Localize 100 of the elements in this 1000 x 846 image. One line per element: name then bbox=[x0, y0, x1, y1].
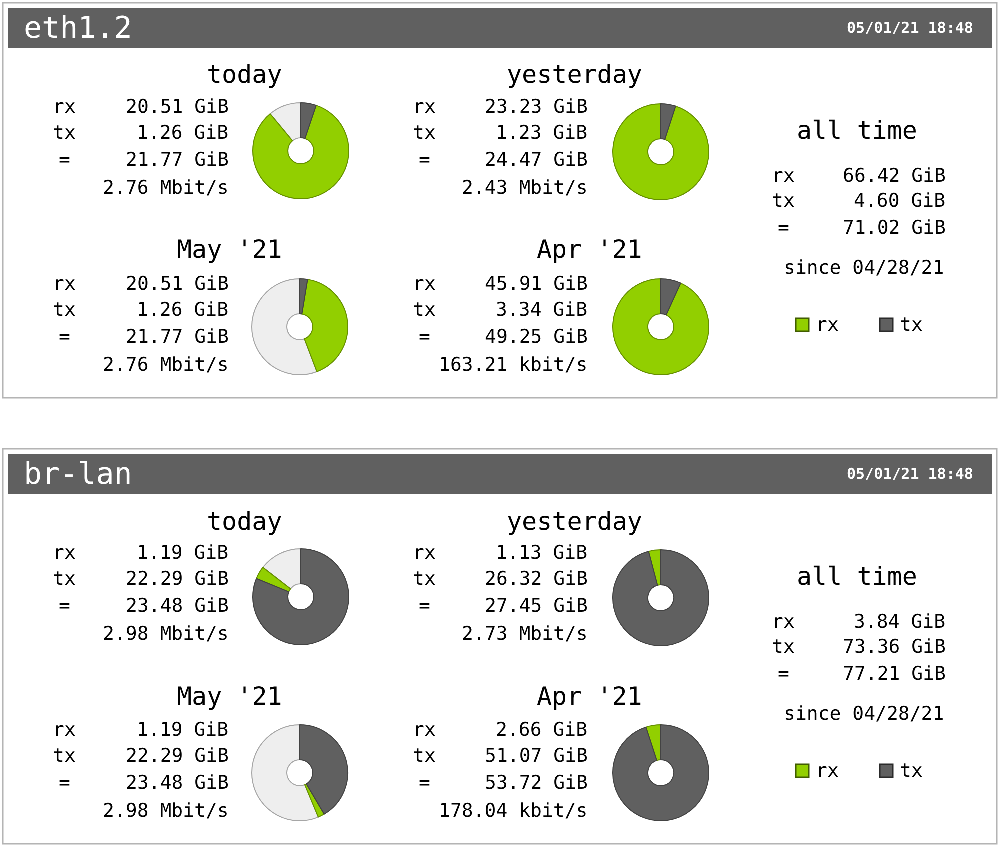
text: = bbox=[59, 595, 70, 617]
chart-title: Apr '21 bbox=[537, 682, 642, 711]
text: tx bbox=[413, 122, 436, 144]
text: 1.26 GiB bbox=[137, 122, 229, 144]
text: rx bbox=[772, 165, 795, 187]
text: rx bbox=[53, 96, 76, 118]
text: = bbox=[419, 326, 430, 348]
text: 21.77 GiB bbox=[126, 326, 229, 348]
text: tx bbox=[413, 299, 436, 321]
donut-slice bbox=[252, 278, 318, 376]
text: 22.29 GiB bbox=[126, 568, 229, 590]
text: = bbox=[778, 217, 790, 239]
text: = bbox=[59, 772, 70, 794]
text: = bbox=[419, 595, 430, 617]
legend-label: tx bbox=[900, 760, 923, 782]
text: 178.04 kbit/s bbox=[439, 800, 588, 822]
text: rx bbox=[53, 719, 76, 741]
text: 66.42 GiB bbox=[843, 165, 946, 187]
text: 1.23 GiB bbox=[496, 122, 588, 144]
text: 73.36 GiB bbox=[843, 636, 946, 658]
donut-slice bbox=[612, 278, 710, 376]
text: 163.21 kbit/s bbox=[439, 354, 588, 376]
text: 2.43 Mbit/s bbox=[462, 177, 588, 199]
chart-title: May '21 bbox=[177, 235, 282, 264]
chart-title: yesterday bbox=[507, 60, 642, 89]
text: 77.21 GiB bbox=[843, 663, 946, 685]
text: 21.77 GiB bbox=[126, 149, 229, 171]
text: 2.76 Mbit/s bbox=[103, 177, 229, 199]
text: 23.23 GiB bbox=[485, 96, 588, 118]
chart-title: yesterday bbox=[507, 507, 642, 536]
text: rx bbox=[413, 273, 436, 295]
text: 1.26 GiB bbox=[137, 299, 229, 321]
donut-slice bbox=[660, 278, 682, 316]
text: rx bbox=[413, 719, 436, 741]
legend-label: rx bbox=[816, 314, 839, 336]
text: 1.19 GiB bbox=[137, 542, 229, 564]
chart-title: May '21 bbox=[177, 682, 282, 711]
text: = bbox=[778, 663, 790, 685]
text: 23.48 GiB bbox=[126, 595, 229, 617]
text: tx bbox=[413, 568, 436, 590]
chart-title: today bbox=[207, 507, 282, 536]
text: tx bbox=[53, 568, 76, 590]
donut-slice bbox=[252, 548, 350, 646]
text: 23.48 GiB bbox=[126, 772, 229, 794]
donut-slice bbox=[252, 724, 320, 822]
text: 3.34 GiB bbox=[496, 299, 588, 321]
donut-slice bbox=[262, 548, 302, 590]
text: eth1.2 bbox=[24, 11, 132, 46]
text: 51.07 GiB bbox=[485, 745, 588, 767]
text: 1.19 GiB bbox=[137, 719, 229, 741]
donut-slice bbox=[612, 550, 710, 646]
text: 20.51 GiB bbox=[126, 96, 229, 118]
donut-slice bbox=[256, 567, 292, 593]
text: br-lan bbox=[24, 457, 132, 492]
text: 24.47 GiB bbox=[485, 149, 588, 171]
chart-title: Apr '21 bbox=[537, 235, 642, 264]
donut-slice bbox=[300, 278, 308, 315]
text: since 04/28/21 bbox=[784, 703, 944, 725]
text: rx bbox=[772, 611, 795, 633]
text: 3.84 GiB bbox=[854, 611, 946, 633]
text: rx bbox=[53, 273, 76, 295]
text: 2.98 Mbit/s bbox=[103, 800, 229, 822]
text: 49.25 GiB bbox=[485, 326, 588, 348]
text: since 04/28/21 bbox=[784, 257, 944, 279]
text: = bbox=[59, 326, 70, 348]
donut-slice bbox=[300, 724, 348, 815]
text: rx bbox=[413, 542, 436, 564]
text: 2.98 Mbit/s bbox=[103, 623, 229, 645]
donut-slice bbox=[300, 102, 317, 140]
text: 20.51 GiB bbox=[126, 273, 229, 295]
text: 45.91 GiB bbox=[485, 273, 588, 295]
text: tx bbox=[772, 190, 795, 212]
chart-title: today bbox=[207, 60, 282, 89]
text: 53.72 GiB bbox=[485, 772, 588, 794]
donut-slice bbox=[660, 104, 676, 140]
text: rx bbox=[53, 542, 76, 564]
text: tx bbox=[413, 745, 436, 767]
donut-slice bbox=[302, 279, 348, 372]
text: = bbox=[59, 149, 70, 171]
text: 2.73 Mbit/s bbox=[462, 623, 588, 645]
text: tx bbox=[53, 299, 76, 321]
donut-slice bbox=[612, 724, 710, 822]
text: tx bbox=[53, 122, 76, 144]
text: 26.32 GiB bbox=[485, 568, 588, 590]
text: 22.29 GiB bbox=[126, 745, 229, 767]
donut-slice bbox=[612, 104, 710, 200]
text: tx bbox=[772, 636, 795, 658]
text: 71.02 GiB bbox=[843, 217, 946, 239]
text: 2.66 GiB bbox=[496, 719, 588, 741]
text: rx bbox=[413, 96, 436, 118]
text: 05/01/21 18:48 bbox=[847, 19, 974, 37]
text: tx bbox=[53, 745, 76, 767]
text: all time bbox=[797, 562, 918, 591]
legend-label: rx bbox=[816, 760, 839, 782]
donut-slice bbox=[252, 105, 350, 200]
text: = bbox=[419, 772, 430, 794]
donut-slice bbox=[270, 102, 302, 142]
text: = bbox=[419, 149, 430, 171]
text: 05/01/21 18:48 bbox=[847, 465, 974, 483]
text: 27.45 GiB bbox=[485, 595, 588, 617]
